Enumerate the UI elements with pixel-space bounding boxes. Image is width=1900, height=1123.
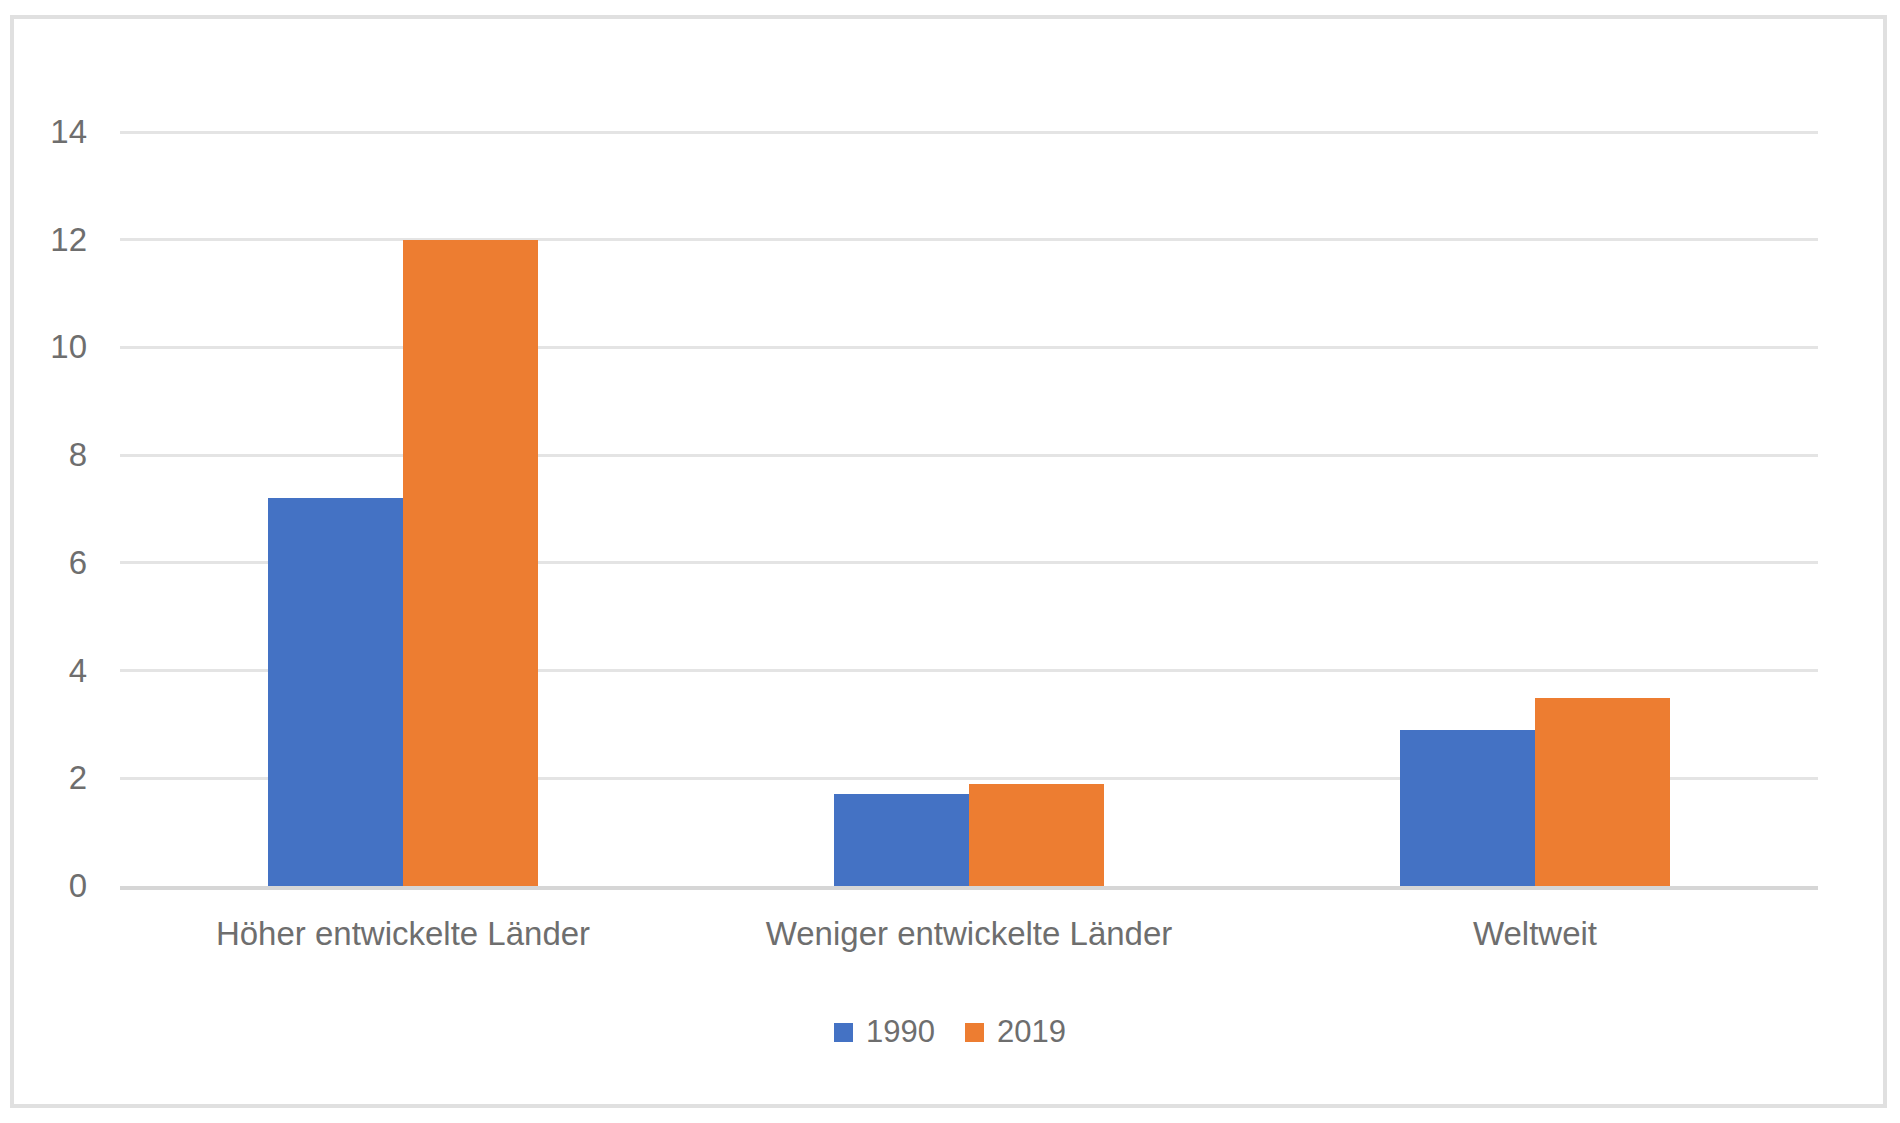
y-tick-label-4: 4 — [0, 649, 87, 693]
legend-item-1990: 1990 — [834, 1014, 935, 1050]
chart-canvas: 0 2 4 6 8 10 12 14 Höher entwickelte Länder Weni… — [0, 0, 1900, 1123]
legend-label-1990: 1990 — [866, 1014, 935, 1050]
bar-2019-category-1 — [403, 240, 538, 886]
legend-swatch-1990 — [834, 1023, 853, 1042]
category-label-2: Weniger entwickelte Länder — [766, 911, 1173, 957]
x-axis-line — [120, 886, 1818, 890]
gridline-12 — [120, 238, 1818, 241]
bar-1990-category-3 — [1400, 730, 1535, 886]
y-tick-label-6: 6 — [0, 541, 87, 585]
category-label-1: Höher entwickelte Länder — [216, 911, 590, 957]
gridline-14 — [120, 131, 1818, 134]
y-tick-label-14: 14 — [0, 110, 87, 154]
category-label-3: Weltweit — [1473, 911, 1597, 957]
y-tick-label-0: 0 — [0, 864, 87, 908]
legend-item-2019: 2019 — [965, 1014, 1066, 1050]
bar-2019-category-2 — [969, 784, 1104, 886]
y-tick-label-2: 2 — [0, 756, 87, 800]
y-tick-label-8: 8 — [0, 433, 87, 477]
bar-1990-category-1 — [268, 498, 403, 886]
legend-label-2019: 2019 — [997, 1014, 1066, 1050]
y-tick-label-12: 12 — [0, 218, 87, 262]
gridline-8 — [120, 454, 1818, 457]
bar-1990-category-2 — [834, 794, 969, 886]
gridline-10 — [120, 346, 1818, 349]
legend-swatch-2019 — [965, 1023, 984, 1042]
y-tick-label-10: 10 — [0, 325, 87, 369]
legend: 1990 2019 — [0, 1008, 1900, 1056]
bar-2019-category-3 — [1535, 698, 1670, 887]
